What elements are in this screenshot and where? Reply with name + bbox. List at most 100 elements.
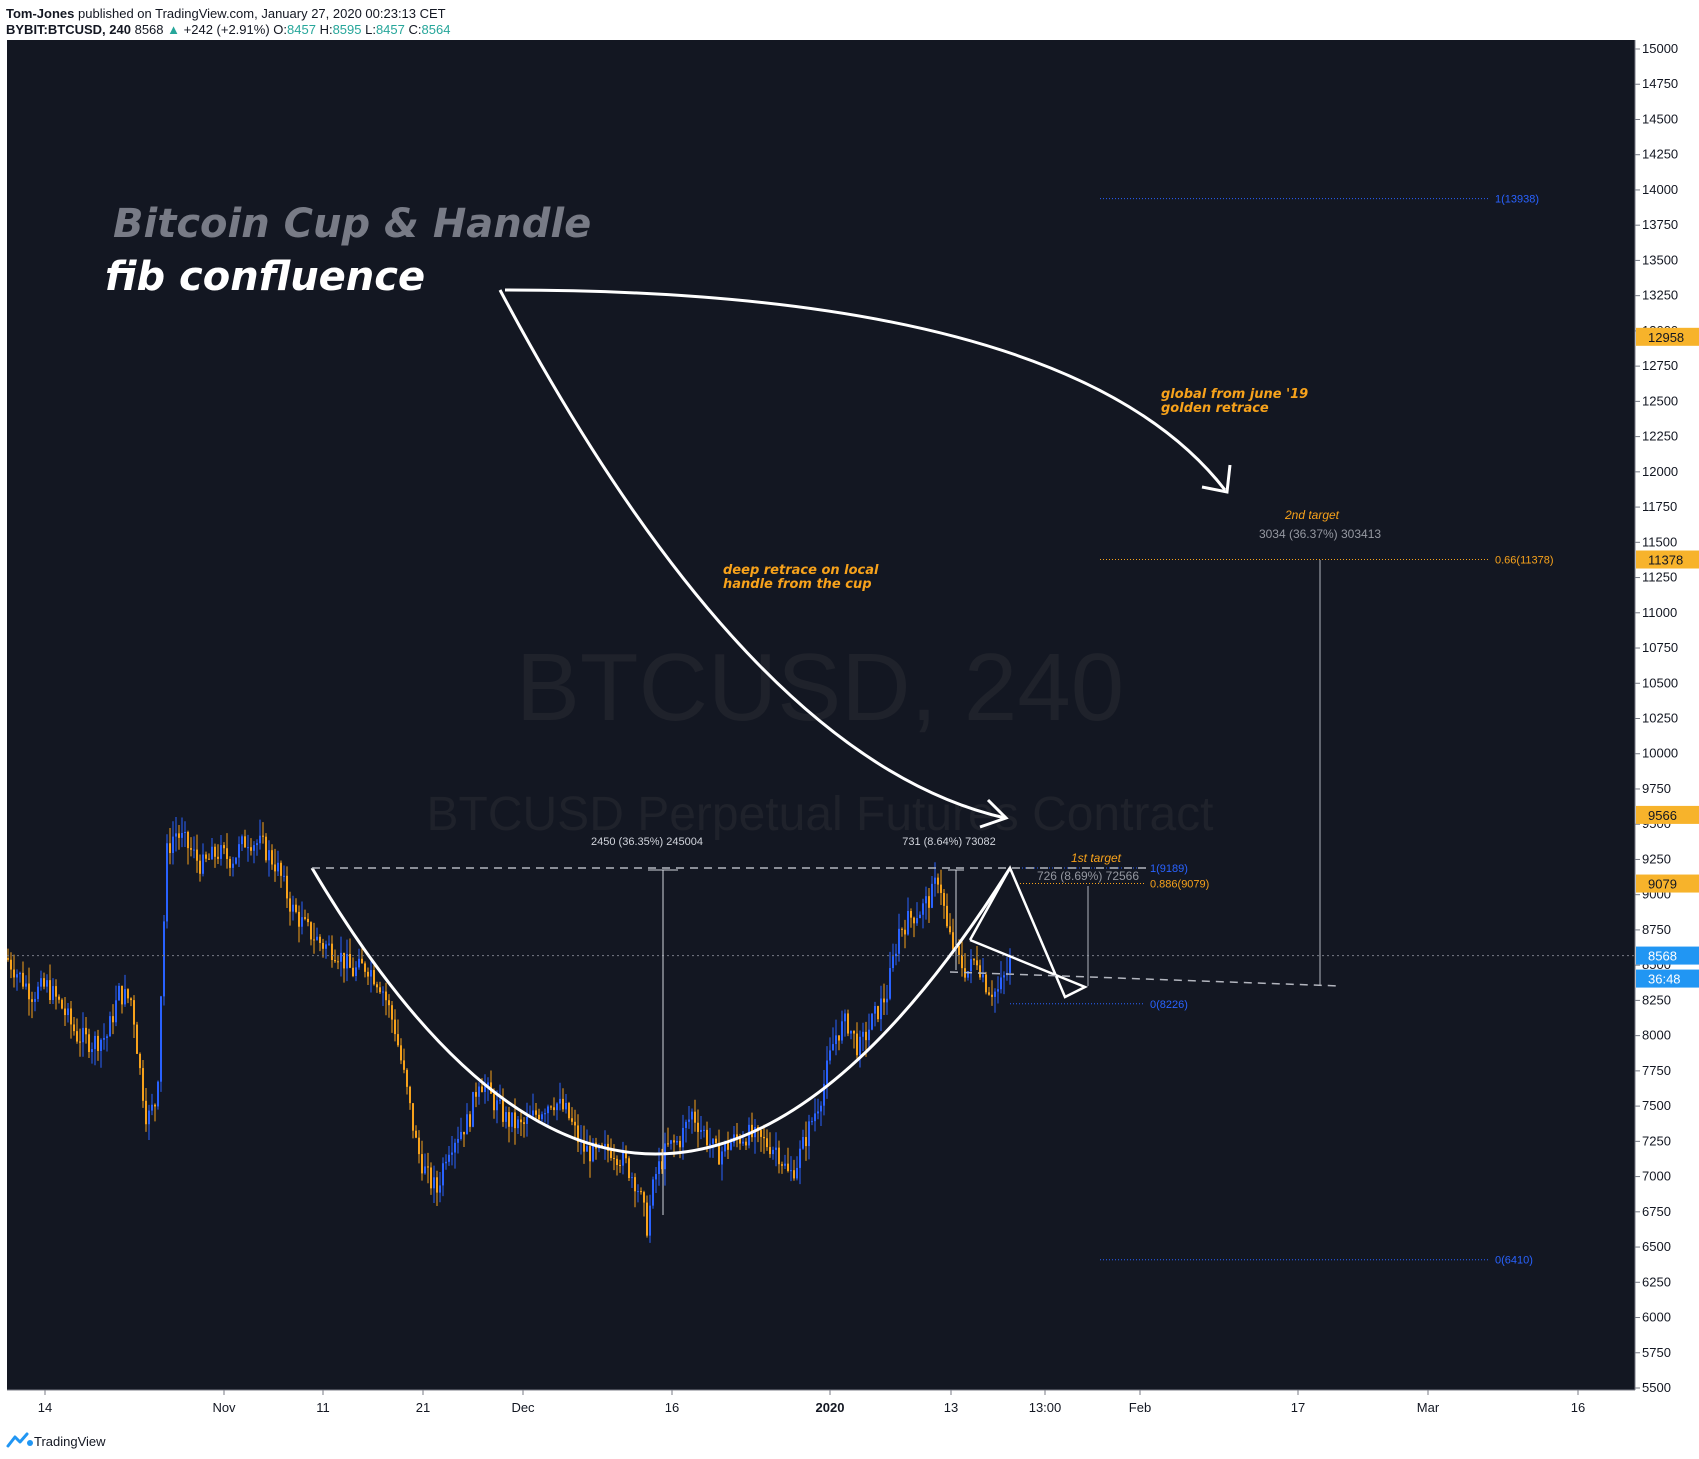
text-notes[interactable]: Bitcoin Cup & Handle fib confluence glob… (105, 201, 1308, 592)
candle-body[interactable] (847, 1013, 849, 1034)
candle-body[interactable] (178, 833, 180, 838)
candle-body[interactable] (217, 856, 219, 859)
candle-body[interactable] (559, 1098, 561, 1104)
candle-body[interactable] (880, 998, 882, 1020)
candle-body[interactable] (739, 1138, 741, 1144)
candle-body[interactable] (649, 1205, 651, 1236)
candle-body[interactable] (661, 1161, 663, 1170)
candle-body[interactable] (715, 1138, 717, 1143)
candle-body[interactable] (859, 1036, 861, 1056)
candle-body[interactable] (553, 1107, 555, 1111)
candle-body[interactable] (841, 1021, 843, 1041)
candle-body[interactable] (766, 1138, 768, 1148)
candle-body[interactable] (241, 836, 243, 845)
candle-body[interactable] (514, 1112, 516, 1129)
candle-body[interactable] (664, 1143, 666, 1170)
candle-body[interactable] (304, 917, 306, 919)
candle-body[interactable] (34, 998, 36, 1002)
candle-body[interactable] (61, 999, 63, 1009)
candle-body[interactable] (292, 904, 294, 912)
candle-body[interactable] (724, 1142, 726, 1152)
candle-body[interactable] (730, 1142, 732, 1150)
candle-body[interactable] (610, 1150, 612, 1158)
candle-body[interactable] (487, 1082, 489, 1087)
candle-body[interactable] (277, 862, 279, 872)
candle-body[interactable] (40, 978, 42, 987)
candle-body[interactable] (622, 1151, 624, 1166)
candle-body[interactable] (637, 1191, 639, 1193)
candle-body[interactable] (436, 1177, 438, 1193)
cup-curve[interactable] (310, 867, 1012, 1156)
candle-body[interactable] (352, 967, 354, 977)
candle-body[interactable] (148, 1110, 150, 1125)
candle-body[interactable] (763, 1136, 765, 1139)
candle-body[interactable] (244, 836, 246, 848)
candle-body[interactable] (349, 953, 351, 968)
candle-body[interactable] (871, 1013, 873, 1030)
candle-body[interactable] (10, 959, 12, 970)
plot-area[interactable] (7, 40, 1635, 1390)
candle-body[interactable] (73, 1024, 75, 1032)
candle-body[interactable] (616, 1158, 618, 1166)
candle-body[interactable] (535, 1110, 537, 1115)
candle-body[interactable] (946, 905, 948, 927)
candle-body[interactable] (115, 1000, 117, 1023)
candle-body[interactable] (208, 858, 210, 860)
candle-body[interactable] (718, 1142, 720, 1165)
candle-body[interactable] (853, 1030, 855, 1034)
symbol-label[interactable]: BYBIT:BTCUSD, 240 (6, 22, 131, 37)
candle-body[interactable] (76, 1031, 78, 1042)
candle-body[interactable] (250, 847, 252, 851)
candle-body[interactable] (169, 843, 171, 854)
candle-body[interactable] (388, 1000, 390, 1006)
candle-body[interactable] (259, 835, 261, 844)
candle-body[interactable] (517, 1119, 519, 1129)
candle-body[interactable] (496, 1100, 498, 1111)
candle-body[interactable] (931, 883, 933, 908)
candle-body[interactable] (172, 836, 174, 854)
candle-body[interactable] (64, 1008, 66, 1016)
candle-body[interactable] (421, 1154, 423, 1174)
candle-body[interactable] (391, 1005, 393, 1020)
candle-body[interactable] (556, 1103, 558, 1111)
candle-body[interactable] (442, 1163, 444, 1186)
candle-body[interactable] (205, 854, 207, 859)
candle-body[interactable] (163, 921, 165, 997)
candle-body[interactable] (367, 971, 369, 977)
candle-body[interactable] (403, 1060, 405, 1070)
note-deep-line2[interactable]: handle from the cup (723, 577, 872, 592)
candle-body[interactable] (472, 1092, 474, 1127)
candle-body[interactable] (928, 896, 930, 908)
candle-body[interactable] (289, 898, 291, 912)
candle-body[interactable] (565, 1102, 567, 1110)
candle-body[interactable] (541, 1114, 543, 1120)
candle-body[interactable] (823, 1083, 825, 1106)
candle-body[interactable] (550, 1106, 552, 1108)
candle-body[interactable] (679, 1140, 681, 1148)
candle-body[interactable] (967, 971, 969, 978)
candle-body[interactable] (781, 1164, 783, 1166)
candle-body[interactable] (868, 1029, 870, 1041)
candle-body[interactable] (430, 1167, 432, 1189)
candle-body[interactable] (409, 1086, 411, 1104)
candle-body[interactable] (22, 972, 24, 987)
candle-body[interactable] (295, 904, 297, 912)
candle-body[interactable] (265, 836, 267, 861)
candle-body[interactable] (433, 1177, 435, 1189)
tradingview-logo-icon[interactable] (6, 1430, 36, 1450)
candle-body[interactable] (97, 1035, 99, 1051)
candle-body[interactable] (187, 831, 189, 849)
candle-body[interactable] (886, 998, 888, 1003)
candle-body[interactable] (979, 965, 981, 978)
candle-body[interactable] (58, 996, 60, 1000)
candle-body[interactable] (883, 998, 885, 1003)
candle-body[interactable] (673, 1140, 675, 1143)
candle-body[interactable] (235, 857, 237, 864)
candle-body[interactable] (484, 1086, 486, 1092)
note-global-line1[interactable]: global from june '19 (1161, 387, 1308, 402)
candle-body[interactable] (832, 1044, 834, 1051)
candle-body[interactable] (688, 1119, 690, 1122)
candle-body[interactable] (700, 1129, 702, 1132)
candle-body[interactable] (7, 958, 9, 960)
pattern-drawings[interactable] (310, 288, 1341, 1156)
